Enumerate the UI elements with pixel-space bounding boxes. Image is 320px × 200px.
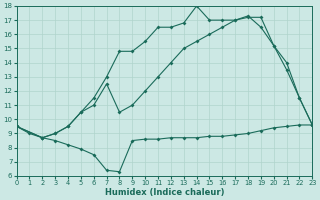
X-axis label: Humidex (Indice chaleur): Humidex (Indice chaleur) xyxy=(105,188,224,197)
